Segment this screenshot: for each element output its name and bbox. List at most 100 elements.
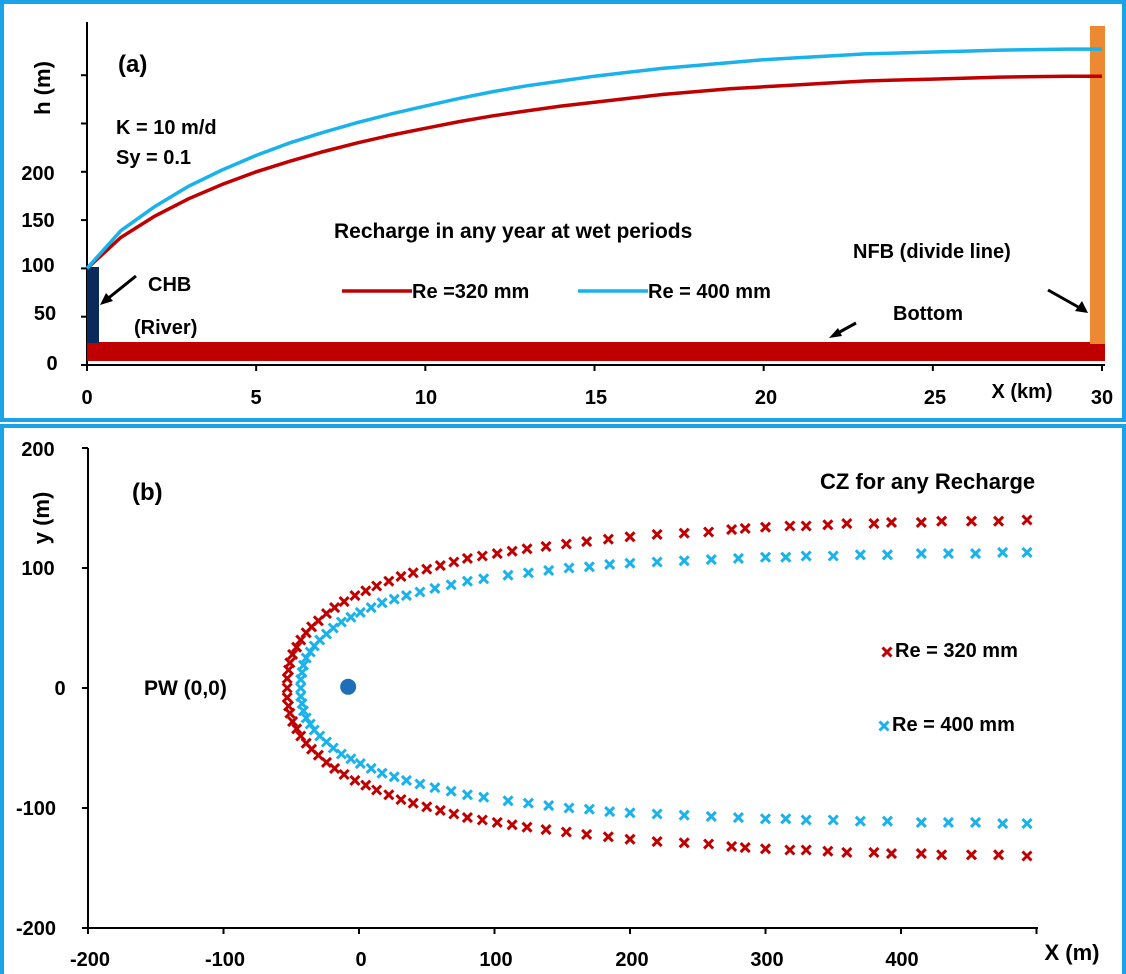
b-ytick-label-1: -100 — [16, 798, 56, 820]
scatter-point-re-320 — [841, 846, 853, 858]
panel-b-tick-marks — [82, 447, 1038, 934]
scatter-point-re-400 — [651, 808, 663, 820]
scatter-point-re-320 — [624, 531, 636, 543]
scatter-point-re-320 — [491, 816, 503, 828]
scatter-point-re-320 — [287, 716, 299, 728]
scatter-point-re-400 — [997, 818, 1009, 830]
scatter-point-re-400 — [827, 550, 839, 562]
scatter-point-re-320 — [992, 515, 1005, 527]
scatter-point-re-400 — [429, 582, 441, 594]
scatter-point-re-320 — [936, 849, 948, 861]
scatter-point-re-320 — [739, 842, 751, 854]
scatter-point-re-400 — [624, 807, 636, 819]
panel-b-frame — [0, 424, 1126, 974]
scatter-point-re-400 — [461, 575, 473, 587]
b-xtick-label-0: -200 — [70, 949, 110, 971]
scatter-point-re-400 — [759, 813, 772, 825]
scatter-point-re-400 — [624, 557, 636, 569]
scatter-point-re-400 — [295, 682, 307, 694]
scatter-point-re-320 — [287, 648, 299, 660]
scatter-point-re-320 — [868, 518, 880, 530]
scatter-point-re-400 — [854, 549, 866, 561]
b-xtick-label-1: -100 — [205, 949, 245, 971]
scatter-point-re-320 — [759, 843, 772, 855]
a-xtick-label-0: 0 — [81, 387, 92, 409]
scatter-point-re-320 — [703, 526, 715, 538]
scatter-point-re-320 — [602, 533, 614, 545]
legend-label-b-re-400: Re = 400 mm — [892, 714, 1015, 736]
scatter-point-re-400 — [969, 548, 982, 560]
scatter-point-re-320 — [602, 831, 614, 843]
scatter-point-re-320 — [360, 585, 372, 597]
scatter-point-re-400 — [915, 816, 927, 828]
scatter-point-re-320 — [476, 550, 488, 562]
scatter-point-re-320 — [476, 814, 488, 826]
panel-b: 200 100 0 -100 -200 -200 -100 0 100 200 … — [16, 439, 1100, 971]
scatter-point-re-320 — [1021, 850, 1033, 862]
scatter-point-re-400 — [478, 573, 490, 585]
b-ytick-label-3: 100 — [21, 558, 54, 580]
scatter-point-re-320 — [739, 522, 751, 534]
scatter-point-re-400 — [827, 814, 839, 826]
scatter-point-re-400 — [335, 616, 347, 628]
scatter-point-re-320 — [784, 844, 796, 856]
scatter-point-re-320 — [291, 723, 303, 735]
scatter-point-re-400 — [881, 549, 894, 561]
a-xtick-label-2: 10 — [415, 387, 437, 409]
series-line-re-400 — [85, 47, 1102, 270]
scatter-point-re-400 — [327, 622, 339, 634]
scatter-point-re-320 — [281, 692, 293, 704]
a-ytick-label-2: 100 — [21, 255, 54, 277]
bottom-arrowhead — [829, 328, 842, 338]
scatter-point-re-320 — [383, 575, 395, 587]
pumping-well-marker — [340, 678, 357, 695]
scatter-point-re-400 — [780, 551, 792, 563]
scatter-point-re-320 — [349, 774, 361, 786]
scatter-point-re-320 — [560, 538, 572, 550]
b-xtick-label-6: 400 — [885, 949, 918, 971]
scatter-point-re-320 — [841, 518, 853, 530]
scatter-point-re-400 — [400, 590, 412, 602]
scatter-point-re-320 — [726, 840, 738, 852]
bottom-label: Bottom — [893, 303, 963, 325]
scatter-point-re-320 — [1021, 514, 1033, 526]
panel-b-tag: (b) — [132, 479, 163, 506]
scatter-point-re-400 — [881, 815, 894, 827]
scatter-point-re-320 — [461, 552, 473, 564]
a-xtick-label-6: 30 — [1091, 387, 1113, 409]
scatter-point-re-320 — [822, 845, 834, 857]
a-xtick-label-5: 25 — [924, 387, 946, 409]
b-ytick-label-4: 200 — [21, 439, 54, 461]
scatter-point-re-400 — [604, 806, 616, 818]
legend-cross-re-320 — [881, 646, 893, 658]
scatter-point-re-320 — [784, 520, 796, 532]
legend-marker-re-320 — [881, 646, 893, 658]
panel-a-tag: (a) — [118, 51, 147, 78]
scatter-point-re-400 — [604, 558, 616, 570]
scatter-point-re-400 — [365, 762, 377, 774]
scatter-point-re-400 — [732, 812, 744, 824]
scatter-point-re-400 — [1021, 546, 1033, 558]
scatter-point-re-400 — [854, 815, 866, 827]
scatter-point-re-320 — [651, 836, 663, 848]
scatter-point-re-400 — [678, 555, 690, 567]
scatter-point-re-400 — [997, 546, 1009, 558]
a-ytick-label-4: 200 — [21, 163, 54, 185]
scatter-point-re-400 — [543, 800, 555, 812]
nfb-divide-boundary — [1090, 26, 1105, 344]
scatter-point-re-320 — [521, 821, 533, 833]
scatter-point-re-320 — [434, 560, 446, 572]
scatter-point-re-320 — [312, 615, 324, 627]
scatter-point-re-400 — [388, 593, 400, 605]
scatter-point-re-320 — [338, 768, 350, 780]
scatter-point-re-320 — [915, 848, 927, 860]
scatter-point-re-400 — [583, 561, 595, 573]
legend-label-re-320: Re =320 mm — [412, 281, 529, 303]
scatter-point-re-320 — [703, 838, 715, 850]
scatter-point-re-400 — [327, 742, 339, 754]
scatter-point-re-400 — [414, 778, 426, 790]
a-xtick-label-1: 5 — [250, 387, 261, 409]
scatter-point-re-400 — [651, 556, 663, 568]
scatter-point-re-320 — [936, 515, 948, 527]
a-x-axis-label: X (km) — [991, 381, 1052, 403]
